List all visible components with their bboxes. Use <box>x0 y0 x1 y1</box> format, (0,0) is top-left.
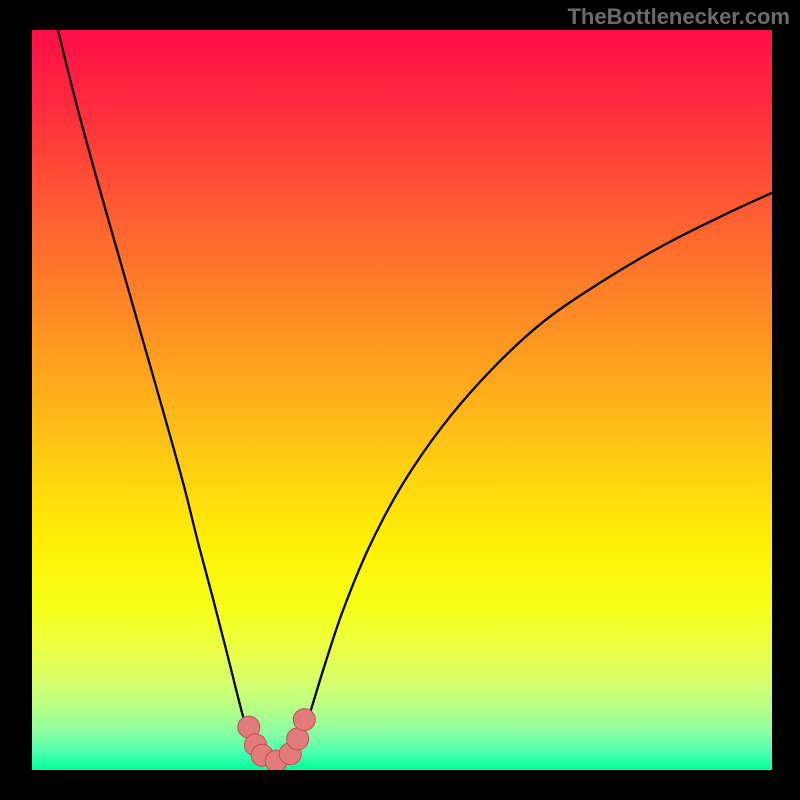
bottleneck-marker-5 <box>287 728 309 750</box>
bottleneck-marker-0 <box>238 716 260 738</box>
bottleneck-marker-1 <box>244 734 266 756</box>
bottleneck-marker-3 <box>265 750 287 770</box>
bottleneck-marker-4 <box>279 743 301 765</box>
bottleneck-curve-left <box>58 30 276 763</box>
chart-frame: TheBottlenecker.com <box>0 0 800 800</box>
bottleneck-marker-6 <box>293 709 315 731</box>
bottleneck-marker-2 <box>251 744 273 766</box>
chart-svg <box>32 30 772 770</box>
watermark-text: TheBottlenecker.com <box>567 4 790 30</box>
bottleneck-curve-right <box>276 193 772 763</box>
plot-area <box>32 30 772 770</box>
